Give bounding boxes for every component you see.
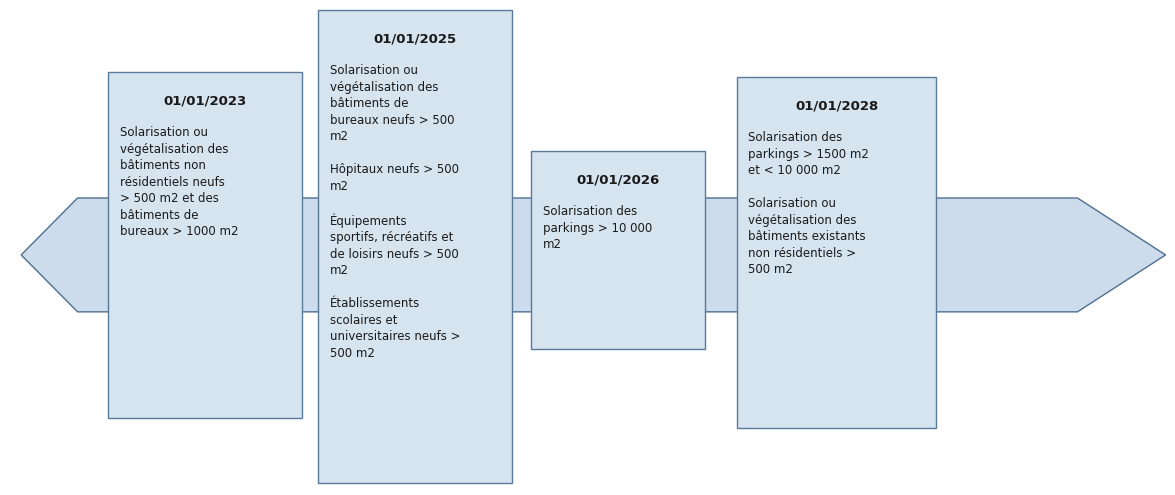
- Text: Solarisation ou
végétalisation des
bâtiments de
bureaux neufs > 500
m2

Hôpitaux: Solarisation ou végétalisation des bâtim…: [330, 64, 461, 360]
- FancyBboxPatch shape: [108, 72, 302, 418]
- Text: Solarisation ou
végétalisation des
bâtiments non
résidentiels neufs
> 500 m2 et : Solarisation ou végétalisation des bâtim…: [120, 126, 239, 238]
- FancyBboxPatch shape: [737, 77, 936, 428]
- Text: Solarisation des
parkings > 1500 m2
et < 10 000 m2

Solarisation ou
végétalisati: Solarisation des parkings > 1500 m2 et <…: [748, 131, 870, 276]
- Text: 01/01/2028: 01/01/2028: [795, 99, 878, 112]
- FancyBboxPatch shape: [318, 10, 512, 483]
- Text: 01/01/2023: 01/01/2023: [163, 94, 247, 107]
- Text: 01/01/2026: 01/01/2026: [577, 173, 659, 186]
- FancyBboxPatch shape: [531, 151, 705, 349]
- Text: Solarisation des
parkings > 10 000
m2: Solarisation des parkings > 10 000 m2: [543, 205, 652, 251]
- Polygon shape: [21, 198, 1166, 312]
- Text: 01/01/2025: 01/01/2025: [374, 32, 457, 45]
